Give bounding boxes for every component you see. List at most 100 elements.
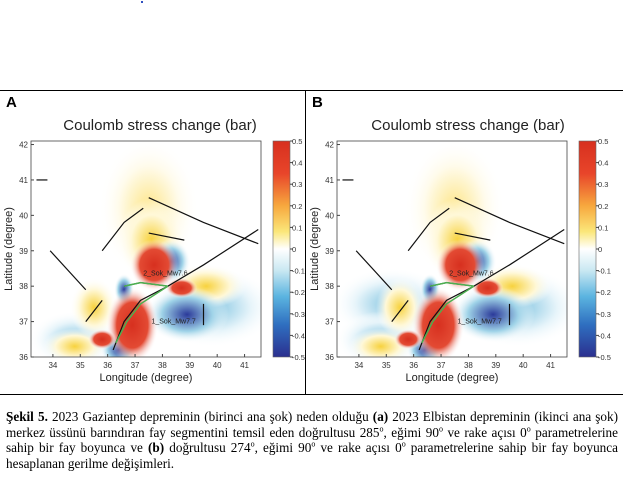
colorbar-tick-label: 0.2 [598,202,608,211]
fault-line [407,207,450,252]
stress-lobe [375,277,424,338]
stress-lobe [145,286,230,343]
y-tick-label: 36 [325,353,334,362]
colorbar-tick-label: 0.5 [292,137,302,146]
degree: o [438,424,443,434]
fault-line [391,299,409,322]
fault-line [418,285,475,351]
panel-a-map: 2_Sok_Mw7.6 1_Sok_Mw7.7 34 35 36 37 38 39 40 41 36… [3,137,305,384]
caption-text: 2023 Elbistan depreminin (ikinci ana şok… [6,409,618,440]
panel-divider [305,90,306,394]
fault-line [85,299,103,322]
axes-frame [30,140,262,358]
y-axis-label: Latitude (degree) [3,207,15,291]
y-tick-label: 36 [19,353,28,362]
colorbar-tick-label: -0.5 [598,353,611,362]
fault-line [454,197,565,245]
rupture-1 [421,285,475,344]
stress-lobe [412,287,465,357]
caption-b: (b) [148,440,165,456]
degree: o [311,439,316,449]
colorbar-tick-label: 0 [598,245,602,254]
panel-a-label: A [6,94,17,111]
annotation-shock-2: 2_Sok_Mw7.6 [449,271,493,278]
y-tick-label: 37 [19,318,28,327]
stress-lobe [88,329,117,350]
y-axis-label: Latitude (degree) [309,207,321,291]
panel-b-title: Coulomb stress change (bar) [371,117,565,134]
colorbar-tick-label: -0.5 [292,353,305,362]
x-tick-label: 34 [48,361,57,370]
annotation-shock-1: 1_Sok_Mw7.7 [151,318,195,325]
rupture-1 [115,285,169,344]
stress-field [337,141,567,357]
colorbar-tick-label: -0.3 [598,310,611,319]
caption-text: , eğimi 90 [383,424,439,440]
x-tick-label: 36 [409,361,418,370]
annotation-shock-2: 2_Sok_Mw7.6 [143,271,187,278]
stress-lobe [451,286,536,343]
colorbar-tick-label: -0.3 [292,310,305,319]
fault-line [355,250,393,291]
caption-text: doğrultusu 274 [164,440,251,456]
caption-text: , eğimi 90 [254,440,312,456]
fault-line [148,197,259,245]
caption-text: 2023 Gaziantep depreminin (birinci ana ş… [47,409,373,424]
x-tick-label: 41 [240,361,249,370]
colorbar [578,140,597,358]
annotation-shock-1: 1_Sok_Mw7.7 [457,318,501,325]
stray-dot [141,1,143,3]
x-axis-label: Longitude (degree) [100,372,193,384]
x-tick-label: 39 [491,361,500,370]
figure-caption: Şekil 5. 2023 Gaziantep depreminin (biri… [6,409,618,471]
x-tick-label: 35 [76,361,85,370]
colorbar-tick-label: 0.4 [292,159,302,168]
colorbar-tick-label: -0.1 [598,267,611,276]
degree: o [526,424,531,434]
colorbar-tick-label: 0.1 [292,223,302,232]
stress-lobe [130,238,179,291]
y-tick-label: 40 [19,211,28,220]
caption-label: Şekil 5. [6,409,48,424]
rupture-2 [429,281,475,287]
colorbar-tick-label: 0.2 [292,202,302,211]
y-tick-label: 39 [19,247,28,256]
panel-a: A Coulomb stress change (bar) 2_Sok_Mw7.… [0,91,305,391]
colorbar-tick-label: -0.4 [292,331,305,340]
panel-b-label: B [312,94,323,111]
x-tick-label: 37 [437,361,446,370]
panel-b-map: 2_Sok_Mw7.6 1_Sok_Mw7.7 34 35 36 37 38 39 40 41 36… [309,137,611,384]
stress-lobe [106,287,159,357]
caption-text: parametrelerine sahip bir fay boyunca ve [6,424,618,456]
x-tick-label: 40 [213,361,222,370]
caption-text: ve rake açısı 0 [442,424,527,440]
caption-text: ve rake açısı 0 [315,440,402,456]
x-tick-label: 40 [519,361,528,370]
colorbar-tick-label: -0.2 [598,288,611,297]
fault-line [454,232,491,241]
y-tick-label: 39 [325,247,334,256]
stress-field [31,141,261,357]
stress-lobe [394,329,423,350]
stress-lobe [471,277,504,298]
rupture-2 [123,281,169,287]
panel-b: B Coulomb stress change (bar) 2_Sok_Mw7.… [306,91,611,391]
colorbar-tick-label: 0.1 [598,223,608,232]
y-tick-label: 37 [325,318,334,327]
x-tick-label: 36 [103,361,112,370]
colorbar-tick-label: 0.3 [292,180,302,189]
x-tick-label: 37 [131,361,140,370]
degree: o [379,424,384,434]
colorbar-tick-label: 0.3 [598,180,608,189]
colorbar-tick-label: 0 [292,245,296,254]
y-tick-label: 38 [325,282,334,291]
fault-line [148,232,185,241]
stress-lobe [69,277,118,338]
figure-frame [0,90,623,395]
x-tick-label: 38 [158,361,167,370]
colorbar-tick-label: -0.1 [292,267,305,276]
y-tick-label: 38 [19,282,28,291]
x-tick-label: 34 [354,361,363,370]
y-tick-label: 41 [325,176,334,185]
x-tick-label: 38 [464,361,473,370]
